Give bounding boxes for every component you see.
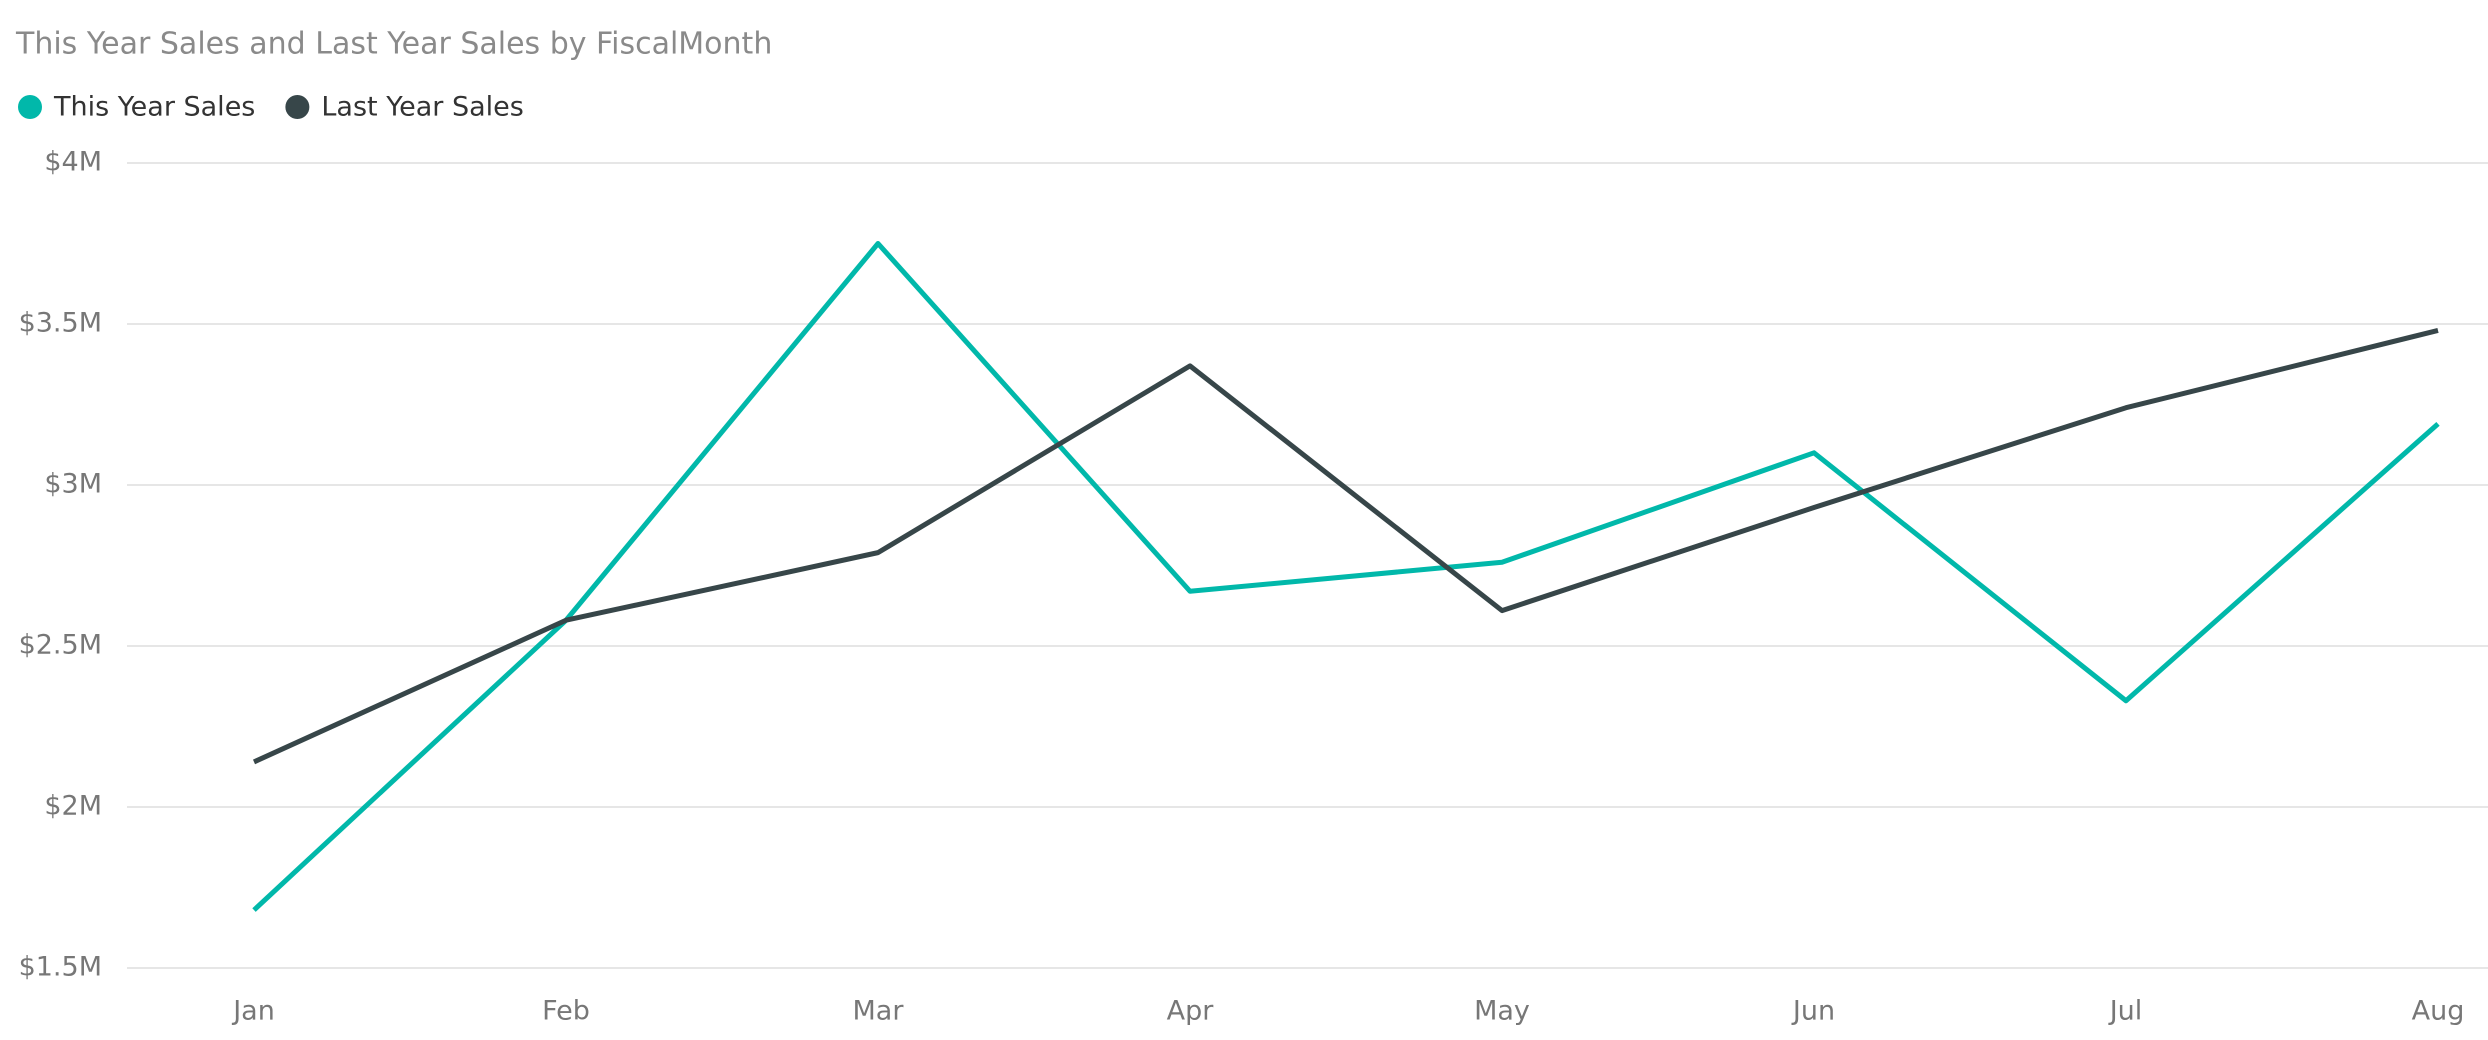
chart-title: This Year Sales and Last Year Sales by F… [15, 27, 772, 62]
y-tick-label: $4M [44, 147, 102, 178]
series-line [252, 241, 2440, 912]
x-tick-label: Jul [2108, 996, 2143, 1027]
y-tick-label: $2M [44, 791, 102, 822]
legend-label: Last Year Sales [321, 92, 523, 123]
x-tick-label: Mar [853, 996, 905, 1027]
y-tick-label: $3.5M [19, 308, 102, 339]
x-tick-label: Feb [542, 996, 590, 1027]
x-tick-label: Jun [1791, 996, 1835, 1027]
legend-label: This Year Sales [53, 92, 255, 123]
legend-marker [18, 95, 42, 119]
y-tick-label: $2.5M [19, 630, 102, 661]
x-tick-label: Apr [1167, 996, 1215, 1027]
x-tick-label: Jan [231, 996, 275, 1027]
x-tick-label: May [1474, 996, 1530, 1027]
x-tick-label: Aug [2412, 996, 2465, 1027]
y-tick-label: $3M [44, 469, 102, 500]
series-line [252, 328, 2439, 765]
legend-marker [285, 95, 310, 119]
y-tick-label: $1.5M [19, 952, 102, 983]
